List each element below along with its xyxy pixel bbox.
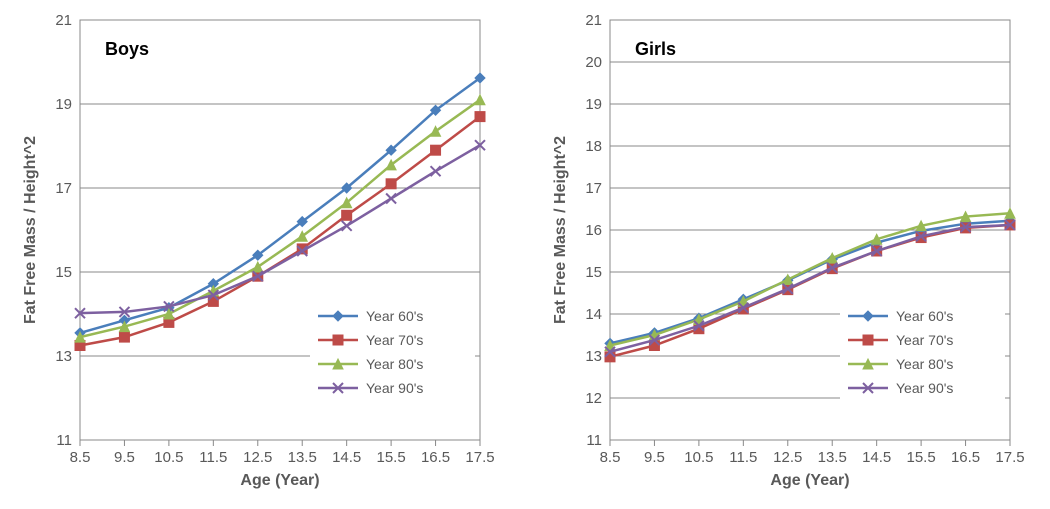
xtick-label: 16.5 [421,449,450,466]
ytick-label: 14 [585,306,602,323]
xtick-label: 14.5 [332,449,361,466]
xtick-label: 17.5 [995,449,1024,466]
xtick-label: 8.5 [600,449,621,466]
legend-label-3: Year 90's [896,380,953,396]
xtick-label: 10.5 [154,449,183,466]
ytick-label: 17 [55,180,72,197]
xtick-label: 9.5 [114,449,135,466]
ytick-label: 15 [55,264,72,281]
chart-container-1: 11 12 13 14 15 16 17 18 19 20 21 8.5 9.5 10.5 11.5 12.5… [540,10,1030,499]
xtick-label: 9.5 [644,449,665,466]
xtick-label: 8.5 [70,449,91,466]
ytick-label: 15 [585,264,602,281]
chart-title: Boys [105,39,149,59]
xtick-label: 13.5 [818,449,847,466]
legend-label-0: Year 60's [896,308,953,324]
chart-0: 11 13 15 17 19 21 8.5 9.5 10.5 11.5 12.5 13.5 14.5 15… [10,10,500,499]
chart-title: Girls [635,39,676,59]
xtick-label: 12.5 [773,449,802,466]
legend-label-3: Year 90's [366,380,423,396]
xtick-label: 15.5 [907,449,936,466]
chart-container-0: 11 13 15 17 19 21 8.5 9.5 10.5 11.5 12.5 13.5 14.5 15… [10,10,500,499]
xtick-label: 12.5 [243,449,272,466]
ytick-label: 12 [585,390,602,407]
ytick-label: 19 [585,96,602,113]
xtick-label: 17.5 [465,449,494,466]
x-axis-label: Age (Year) [240,472,319,489]
x-axis-label: Age (Year) [770,472,849,489]
xtick-label: 14.5 [862,449,891,466]
ytick-label: 13 [55,348,72,365]
chart-1: 11 12 13 14 15 16 17 18 19 20 21 8.5 9.5 10.5 11.5 12.5… [540,10,1030,499]
xtick-label: 13.5 [288,449,317,466]
xtick-label: 11.5 [729,449,757,466]
xtick-label: 11.5 [199,449,227,466]
xtick-label: 16.5 [951,449,980,466]
ytick-label: 17 [585,180,602,197]
ytick-label: 21 [585,12,602,29]
xtick-label: 15.5 [377,449,406,466]
ytick-label: 20 [585,54,602,71]
ytick-label: 18 [585,138,602,155]
legend-label-1: Year 70's [366,332,423,348]
y-axis-label: Fat Free Mass / Height^2 [22,136,39,324]
ytick-label: 16 [585,222,602,239]
legend-label-0: Year 60's [366,308,423,324]
ytick-label: 21 [55,12,72,29]
legend-label-1: Year 70's [896,332,953,348]
ytick-label: 19 [55,96,72,113]
ytick-label: 11 [586,432,602,449]
legend-label-2: Year 80's [366,356,423,372]
y-axis-label: Fat Free Mass / Height^2 [552,136,569,324]
ytick-label: 11 [56,432,72,449]
xtick-label: 10.5 [684,449,713,466]
legend-label-2: Year 80's [896,356,953,372]
ytick-label: 13 [585,348,602,365]
